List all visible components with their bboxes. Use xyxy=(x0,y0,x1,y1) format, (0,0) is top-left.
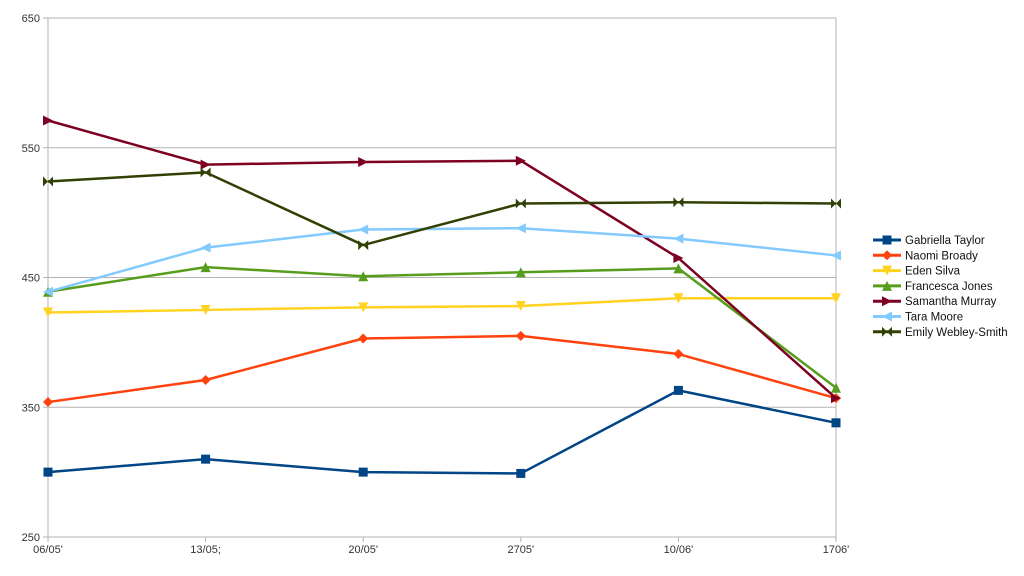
data-point xyxy=(358,271,369,282)
legend-label: Samantha Murray xyxy=(905,296,997,308)
data-point xyxy=(831,250,841,261)
series-tara-moore xyxy=(43,223,841,297)
data-point xyxy=(43,115,53,126)
legend-label: Gabriella Taylor xyxy=(905,235,985,247)
series-francesca-jones xyxy=(43,262,841,393)
data-point xyxy=(200,167,211,178)
series-line xyxy=(47,171,837,247)
legend-marker xyxy=(882,311,892,322)
series-line xyxy=(47,265,837,389)
data-point xyxy=(200,304,211,315)
legend-item: Emily Webley-Smith xyxy=(873,326,1008,339)
grid xyxy=(48,17,836,538)
data-point xyxy=(831,198,841,209)
data-point xyxy=(831,418,841,428)
legend-item: Samantha Murray xyxy=(873,296,997,308)
y-tick-label: 350 xyxy=(22,402,40,414)
data-point xyxy=(200,159,211,170)
legend-marker xyxy=(882,235,892,245)
y-tick-label: 450 xyxy=(22,273,40,285)
data-point xyxy=(515,155,526,166)
series-line xyxy=(47,226,837,293)
x-tick-label: 2705' xyxy=(508,544,535,556)
data-point xyxy=(515,330,526,341)
data-point xyxy=(358,157,369,168)
data-point xyxy=(43,286,53,297)
legend-marker xyxy=(882,280,892,291)
data-point xyxy=(673,385,683,395)
data-point xyxy=(831,293,841,304)
legend-item: Naomi Broady xyxy=(873,250,978,262)
series-naomi-broady xyxy=(43,330,841,408)
data-point xyxy=(358,240,369,251)
y-tick-label: 250 xyxy=(22,532,40,544)
data-point xyxy=(43,467,53,477)
data-point xyxy=(358,224,369,235)
data-point xyxy=(515,267,526,278)
series-samantha-murray xyxy=(43,115,841,404)
legend-marker xyxy=(882,296,892,307)
series-line xyxy=(47,389,837,475)
x-tick-label: 13/05; xyxy=(190,544,221,556)
data-point xyxy=(673,197,684,208)
series-emily-webley-smith xyxy=(43,167,841,251)
legend-marker xyxy=(882,250,892,261)
y-tick-label: 650 xyxy=(22,13,40,25)
data-point xyxy=(673,349,684,360)
data-point xyxy=(831,382,841,393)
data-point xyxy=(516,468,526,478)
x-tick-label: 06/05' xyxy=(33,544,63,556)
data-point xyxy=(201,454,211,464)
data-point xyxy=(358,302,369,313)
legend-label: Emily Webley-Smith xyxy=(905,327,1008,339)
legend-label: Eden Silva xyxy=(905,266,961,278)
x-tick-label: 1706' xyxy=(823,544,850,556)
data-point xyxy=(358,467,368,477)
legend-label: Naomi Broady xyxy=(905,250,978,262)
legend: Gabriella Taylor Naomi Broady Eden Silva Fr… xyxy=(873,235,1008,339)
data-point xyxy=(673,233,684,244)
legend-label: Tara Moore xyxy=(905,312,963,324)
legend-label: Francesca Jones xyxy=(905,281,993,293)
series-group xyxy=(43,115,841,478)
data-point xyxy=(673,263,684,274)
axes: 250 350 450 550 650 06/05' 13/05; 20/05' 2705' 10… xyxy=(22,13,850,556)
data-point xyxy=(200,375,211,386)
data-point xyxy=(200,262,211,273)
legend-item: Tara Moore xyxy=(873,311,963,324)
legend-item: Francesca Jones xyxy=(873,280,993,293)
x-tick-label: 10/06' xyxy=(664,544,694,556)
data-point xyxy=(43,307,53,318)
data-point xyxy=(200,242,211,253)
data-point xyxy=(43,397,53,408)
legend-marker xyxy=(882,265,892,276)
data-point xyxy=(515,198,526,209)
series-eden-silva xyxy=(43,293,841,318)
data-point xyxy=(515,223,526,234)
data-point xyxy=(831,393,841,404)
series-gabriella-taylor xyxy=(43,385,841,478)
legend-item: Gabriella Taylor xyxy=(873,235,985,247)
y-tick-label: 550 xyxy=(22,143,40,155)
series-line xyxy=(47,297,836,314)
legend-item: Eden Silva xyxy=(873,265,961,278)
data-point xyxy=(673,253,684,264)
data-point xyxy=(43,176,53,187)
x-tick-label: 20/05' xyxy=(348,544,378,556)
data-point xyxy=(515,301,526,312)
legend-marker xyxy=(882,326,892,337)
series-line xyxy=(47,334,837,404)
data-point xyxy=(358,333,369,344)
series-line xyxy=(47,119,837,400)
data-point xyxy=(673,293,684,304)
